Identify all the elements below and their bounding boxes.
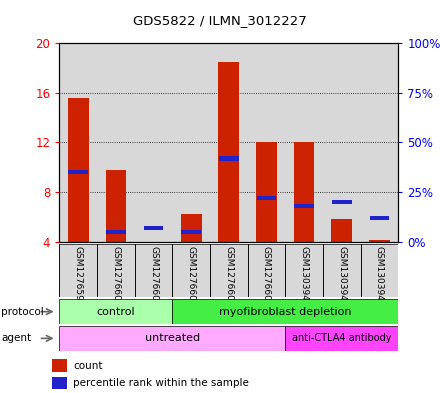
Text: control: control (96, 307, 135, 317)
Text: GSM1276604: GSM1276604 (262, 246, 271, 307)
Bar (68, 98, 88, 242)
Text: agent: agent (1, 333, 31, 343)
Text: GSM1303940: GSM1303940 (300, 246, 308, 307)
Bar (144, 226, 163, 230)
Bar (285, 244, 323, 297)
Bar (219, 156, 238, 160)
Bar (135, 244, 172, 297)
Bar (97, 244, 135, 297)
Bar (257, 196, 276, 200)
Bar (210, 244, 248, 297)
Bar (370, 216, 389, 220)
Bar (210, 43, 248, 242)
Bar (323, 244, 360, 297)
Bar (59, 299, 172, 324)
Text: untreated: untreated (145, 333, 200, 343)
Bar (285, 326, 398, 351)
Bar (331, 219, 352, 242)
Bar (285, 43, 323, 242)
Bar (360, 43, 398, 242)
Text: GDS5822 / ILMN_3012227: GDS5822 / ILMN_3012227 (133, 14, 307, 27)
Text: anti-CTLA4 antibody: anti-CTLA4 antibody (292, 333, 392, 343)
Bar (106, 230, 126, 234)
Bar (172, 244, 210, 297)
Text: myofibroblast depletion: myofibroblast depletion (219, 307, 352, 317)
Bar (172, 43, 210, 242)
Text: GSM1303942: GSM1303942 (375, 246, 384, 307)
Bar (218, 62, 239, 242)
Text: protocol: protocol (1, 307, 44, 317)
Text: GSM1276603: GSM1276603 (224, 246, 233, 307)
Bar (52, 359, 67, 372)
Bar (68, 170, 88, 174)
Bar (135, 43, 172, 242)
Text: percentile rank within the sample: percentile rank within the sample (73, 378, 249, 388)
Bar (52, 377, 67, 389)
Bar (256, 142, 277, 242)
Bar (172, 299, 398, 324)
Bar (248, 43, 285, 242)
Bar (97, 43, 135, 242)
Bar (59, 244, 97, 297)
Bar (294, 142, 315, 242)
Bar (369, 241, 390, 242)
Bar (181, 215, 202, 242)
Text: GSM1303941: GSM1303941 (337, 246, 346, 307)
Bar (59, 43, 97, 242)
Text: GSM1276600: GSM1276600 (111, 246, 121, 307)
Bar (294, 204, 314, 208)
Text: GSM1276602: GSM1276602 (187, 246, 196, 307)
Text: GSM1276601: GSM1276601 (149, 246, 158, 307)
Bar (248, 244, 285, 297)
Bar (323, 43, 360, 242)
Bar (106, 170, 126, 242)
Bar (181, 230, 201, 234)
Bar (360, 244, 398, 297)
Bar (332, 200, 352, 204)
Bar (59, 326, 285, 351)
Text: count: count (73, 360, 103, 371)
Text: GSM1276599: GSM1276599 (74, 246, 83, 307)
